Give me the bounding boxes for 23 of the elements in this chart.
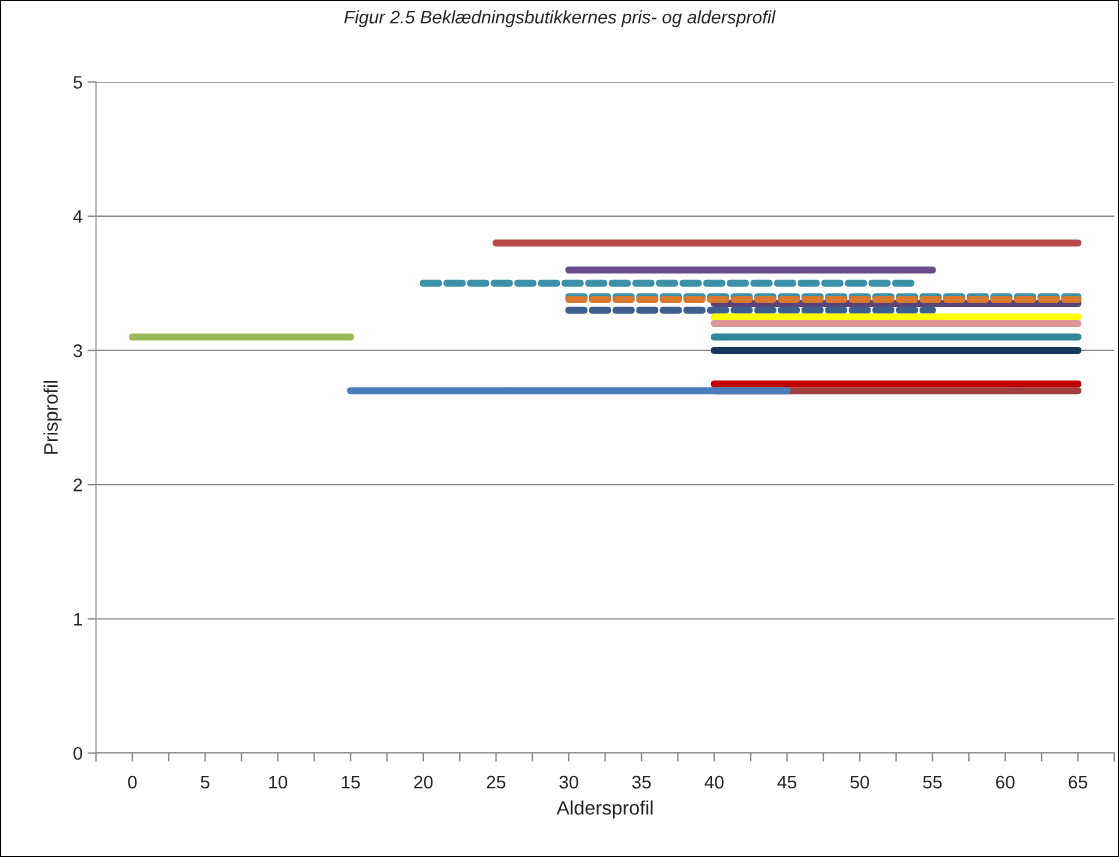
y-axis-title: Prisprofil [43,381,62,454]
x-tick-label: 45 [777,775,797,789]
x-tick-label: 35 [632,775,651,789]
y-tick-label: 2 [73,478,82,492]
y-tick-label: 5 [73,76,83,89]
x-tick-label: 10 [269,775,288,789]
y-tick-label: 0 [73,746,83,760]
x-tick-label: 15 [341,775,360,789]
x-tick-label: 40 [704,775,724,789]
chart-title: Figur 2.5 Beklædningsbutikkernes pris- og aldersprofil [344,10,776,28]
x-tick-label: 20 [414,775,433,789]
x-axis-title: Aldersprofil [556,800,653,819]
y-tick-label: 1 [74,612,82,626]
x-tick-label: 60 [996,775,1015,789]
y-tick-label: 3 [73,344,83,358]
x-tick-label: 30 [559,775,579,789]
x-tick-label: 5 [200,775,210,789]
x-tick-label: 25 [486,775,506,789]
x-tick-label: 50 [850,775,870,789]
x-tick-label: 65 [1068,775,1088,789]
y-tick-label: 4 [73,210,83,223]
x-tick-label: 0 [128,775,137,789]
x-tick-label: 55 [923,775,942,789]
